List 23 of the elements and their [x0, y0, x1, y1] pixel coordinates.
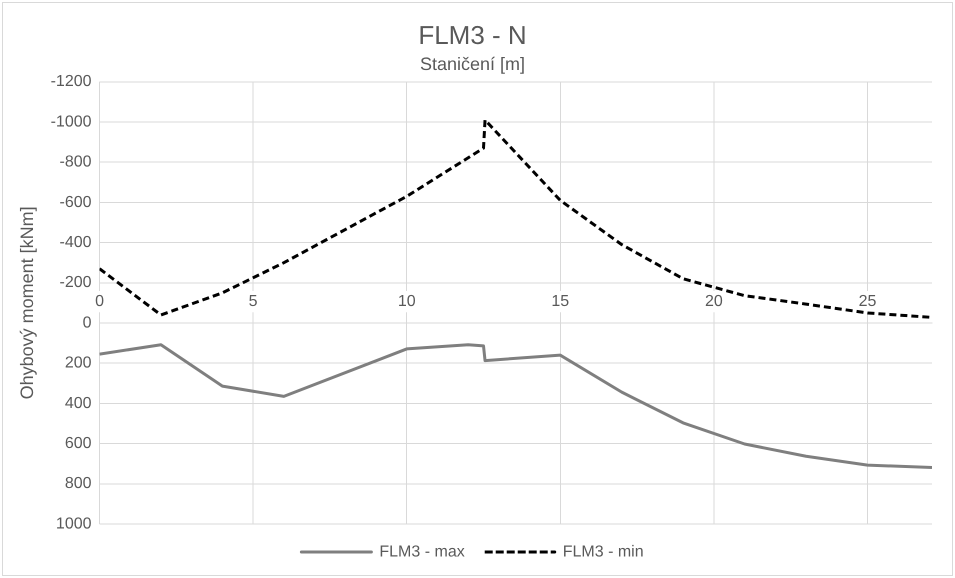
y-tick-label: 200 [64, 354, 92, 372]
x-axis-title: Staničení [m] [420, 54, 526, 74]
y-tick-label: -400 [59, 234, 92, 252]
y-tick-label: -1200 [50, 73, 92, 90]
x-tick-label: 10 [398, 293, 416, 310]
y-tick-label: 800 [64, 475, 92, 492]
legend-label: FLM3 - min [562, 543, 644, 560]
x-tick-label: 5 [248, 293, 258, 310]
y-tick-label: 600 [64, 435, 92, 452]
x-tick-label: 0 [95, 293, 104, 310]
y-tick-label: -800 [59, 154, 92, 171]
y-tick-label: -1000 [50, 113, 92, 130]
y-tick-label: -600 [59, 194, 92, 211]
x-tick-label: 25 [858, 293, 876, 310]
y-axis-title: Ohybový moment [kNm] [16, 206, 37, 400]
legend-label: FLM3 - max [379, 543, 465, 560]
x-tick-label: 20 [705, 293, 723, 310]
y-tick-label: 1000 [56, 515, 92, 532]
y-tick-label: -200 [59, 274, 92, 292]
y-tick-label: 0 [82, 314, 92, 332]
x-tick-label: 15 [551, 293, 570, 310]
y-tick-label: 400 [64, 394, 92, 412]
chart-title: FLM3 - N [418, 20, 527, 50]
